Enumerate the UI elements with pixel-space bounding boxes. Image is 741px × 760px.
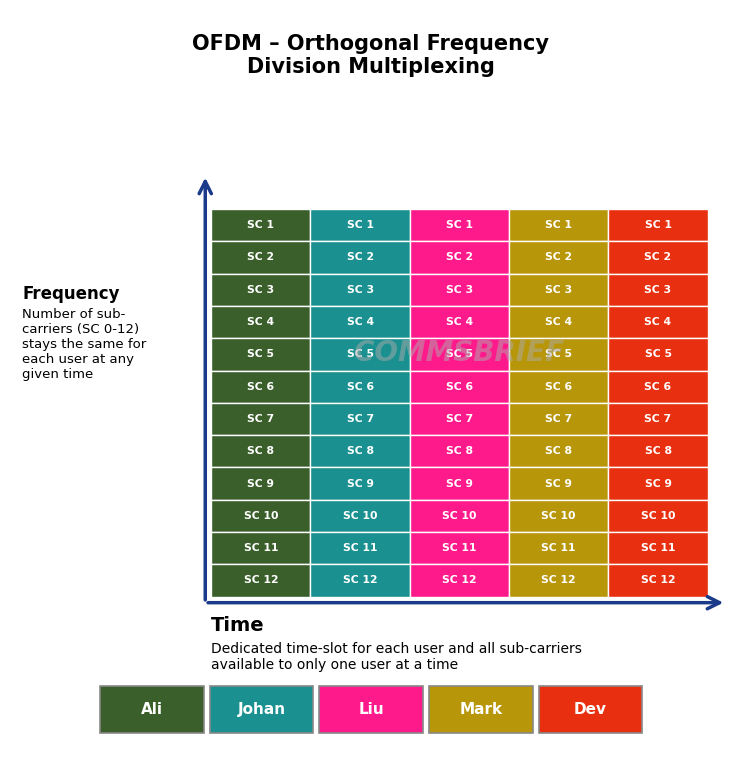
FancyBboxPatch shape [608,564,708,597]
Text: SC 1: SC 1 [545,220,572,230]
Text: SC 12: SC 12 [343,575,377,585]
FancyBboxPatch shape [310,306,410,338]
Text: SC 8: SC 8 [446,446,473,456]
Text: SC 10: SC 10 [442,511,476,521]
FancyBboxPatch shape [539,686,642,733]
FancyBboxPatch shape [211,371,310,403]
Text: SC 12: SC 12 [641,575,675,585]
Text: Johan: Johan [238,702,285,717]
FancyBboxPatch shape [509,403,608,435]
Text: SC 5: SC 5 [645,350,671,359]
Text: SC 4: SC 4 [247,317,274,327]
Text: Liu: Liu [359,702,384,717]
Text: SC 4: SC 4 [545,317,572,327]
FancyBboxPatch shape [211,500,310,532]
Text: Number of sub-
carriers (SC 0-12)
stays the same for
each user at any
given time: Number of sub- carriers (SC 0-12) stays … [22,308,147,381]
FancyBboxPatch shape [410,306,509,338]
FancyBboxPatch shape [509,371,608,403]
Text: SC 1: SC 1 [247,220,274,230]
FancyBboxPatch shape [608,371,708,403]
FancyBboxPatch shape [509,564,608,597]
Text: SC 3: SC 3 [645,285,671,295]
Text: SC 11: SC 11 [244,543,278,553]
Text: SC 12: SC 12 [542,575,576,585]
Text: SC 8: SC 8 [645,446,671,456]
Text: OFDM – Orthogonal Frequency
Division Multiplexing: OFDM – Orthogonal Frequency Division Mul… [192,34,549,78]
Text: Time: Time [211,616,265,635]
FancyBboxPatch shape [319,686,423,733]
Text: SC 12: SC 12 [442,575,476,585]
FancyBboxPatch shape [410,209,509,242]
FancyBboxPatch shape [608,467,708,500]
Text: SC 1: SC 1 [347,220,373,230]
FancyBboxPatch shape [310,435,410,467]
Text: SC 11: SC 11 [641,543,675,553]
Text: SC 5: SC 5 [545,350,572,359]
Text: SC 2: SC 2 [545,252,572,262]
Text: SC 11: SC 11 [343,543,377,553]
Text: SC 5: SC 5 [347,350,373,359]
Text: Mark: Mark [459,702,502,717]
Text: SC 5: SC 5 [446,350,473,359]
FancyBboxPatch shape [410,403,509,435]
Text: Dev: Dev [574,702,607,717]
FancyBboxPatch shape [100,686,204,733]
FancyBboxPatch shape [608,532,708,564]
FancyBboxPatch shape [211,403,310,435]
Text: SC 7: SC 7 [545,414,572,424]
FancyBboxPatch shape [608,435,708,467]
Text: SC 4: SC 4 [446,317,473,327]
Text: SC 2: SC 2 [347,252,373,262]
FancyBboxPatch shape [211,242,310,274]
FancyBboxPatch shape [310,532,410,564]
Text: SC 4: SC 4 [645,317,671,327]
FancyBboxPatch shape [608,274,708,306]
Text: SC 3: SC 3 [446,285,473,295]
FancyBboxPatch shape [310,500,410,532]
FancyBboxPatch shape [509,467,608,500]
Text: SC 12: SC 12 [244,575,278,585]
Text: SC 1: SC 1 [446,220,473,230]
FancyBboxPatch shape [410,242,509,274]
FancyBboxPatch shape [608,403,708,435]
FancyBboxPatch shape [608,338,708,371]
FancyBboxPatch shape [211,532,310,564]
Text: SC 6: SC 6 [545,382,572,391]
Text: SC 4: SC 4 [347,317,373,327]
FancyBboxPatch shape [211,564,310,597]
FancyBboxPatch shape [509,500,608,532]
Text: SC 9: SC 9 [446,479,473,489]
FancyBboxPatch shape [211,209,310,242]
Text: SC 11: SC 11 [442,543,476,553]
Text: SC 8: SC 8 [545,446,572,456]
Text: SC 5: SC 5 [247,350,274,359]
FancyBboxPatch shape [310,467,410,500]
Text: SC 6: SC 6 [247,382,274,391]
FancyBboxPatch shape [211,338,310,371]
Text: SC 3: SC 3 [347,285,373,295]
FancyBboxPatch shape [410,467,509,500]
Text: SC 2: SC 2 [645,252,671,262]
FancyBboxPatch shape [509,306,608,338]
FancyBboxPatch shape [429,686,533,733]
Text: SC 8: SC 8 [347,446,373,456]
Text: SC 9: SC 9 [545,479,572,489]
Text: SC 11: SC 11 [542,543,576,553]
Text: SC 6: SC 6 [446,382,473,391]
Text: SC 3: SC 3 [545,285,572,295]
FancyBboxPatch shape [310,274,410,306]
FancyBboxPatch shape [509,209,608,242]
Text: SC 9: SC 9 [645,479,671,489]
Text: SC 7: SC 7 [645,414,671,424]
Text: SC 1: SC 1 [645,220,671,230]
FancyBboxPatch shape [410,338,509,371]
Text: SC 7: SC 7 [446,414,473,424]
FancyBboxPatch shape [509,532,608,564]
Text: SC 10: SC 10 [641,511,675,521]
FancyBboxPatch shape [310,338,410,371]
FancyBboxPatch shape [310,564,410,597]
FancyBboxPatch shape [410,500,509,532]
FancyBboxPatch shape [210,686,313,733]
FancyBboxPatch shape [410,371,509,403]
Text: Ali: Ali [141,702,163,717]
